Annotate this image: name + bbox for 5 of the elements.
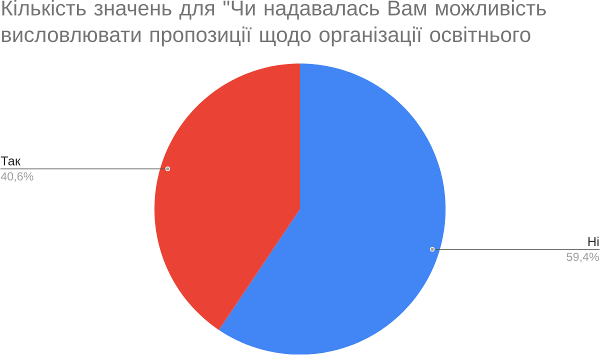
- data-label: 40,6%: [0, 172, 34, 182]
- slice-label: Так: [0, 156, 21, 166]
- data-label: 59,4%: [566, 252, 599, 263]
- chart-title: Кількість значень для "Чи надавалась Вам можливість висловлювати пропозиції щодо організації освітнього: [2, 0, 546, 47]
- slice-label: Ні: [588, 236, 599, 246]
